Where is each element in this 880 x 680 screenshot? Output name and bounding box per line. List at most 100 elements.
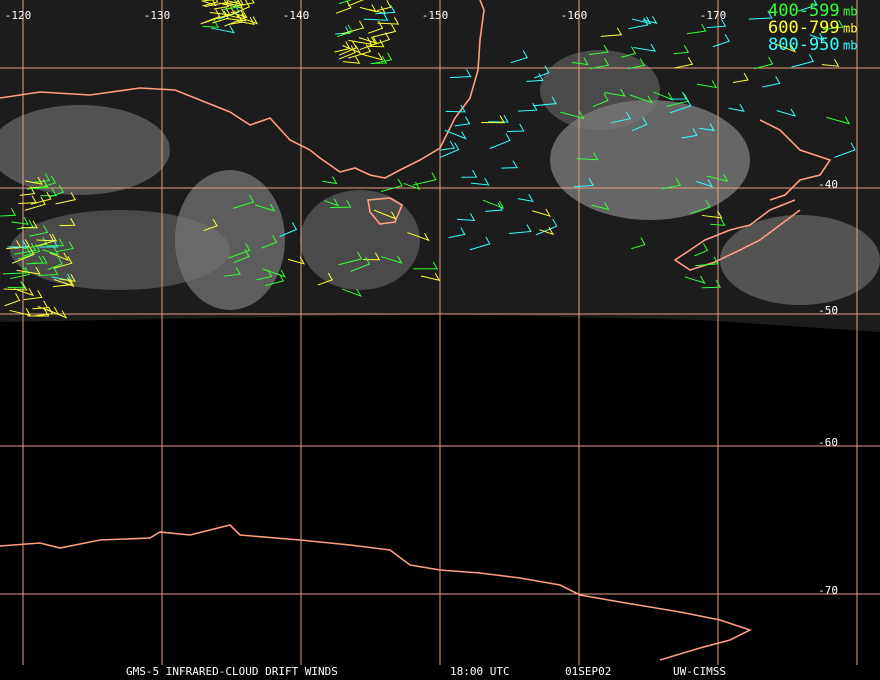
wind-barb: [39, 239, 59, 248]
wind-barb: [338, 251, 363, 266]
wind-barb: [669, 91, 688, 100]
wind-barb: [501, 160, 518, 169]
wind-barb: [381, 255, 403, 264]
wind-barbs: [0, 0, 856, 319]
wind-barb: [237, 17, 256, 25]
wind-barb: [26, 180, 49, 190]
footer: GMS-5 INFRARED-CLOUD DRIFT WINDS 18:00 UT…: [126, 665, 726, 678]
wind-barb: [482, 199, 505, 210]
wind-barb: [574, 178, 594, 188]
legend-range: 800-950: [768, 35, 840, 55]
wind-barb: [710, 218, 726, 226]
graticule: [0, 0, 880, 665]
wind-barb: [701, 280, 721, 289]
wind-barb: [359, 36, 377, 51]
wind-barb: [592, 93, 609, 108]
wind-barb: [661, 177, 681, 190]
wind-barb: [317, 272, 333, 286]
wind-barb: [341, 20, 365, 35]
wind-barb: [338, 45, 356, 60]
wind-barb: [507, 123, 525, 132]
wind-barb: [201, 0, 217, 2]
wind-barb: [632, 16, 652, 25]
wind-barb: [444, 129, 467, 140]
longitude-label: -120: [5, 9, 32, 22]
wind-barb: [673, 57, 694, 69]
wind-barb: [826, 116, 851, 125]
wind-barb: [227, 243, 251, 259]
wind-barb: [470, 177, 490, 186]
wind-barb: [55, 241, 74, 253]
wind-barb: [343, 56, 361, 64]
longitude-label: -140: [283, 9, 310, 22]
legend-range: 400-599: [768, 1, 840, 21]
wind-barb: [348, 37, 373, 45]
wind-barb: [822, 19, 844, 31]
wind-barb: [412, 172, 437, 186]
wind-barb: [335, 26, 351, 35]
australia-coast: [0, 0, 485, 179]
wind-barb: [695, 256, 719, 267]
wind-barb: [53, 278, 75, 287]
wind-barb: [363, 252, 381, 261]
wind-barb: [753, 56, 774, 70]
wind-barb: [375, 5, 396, 15]
wind-barb: [213, 0, 229, 10]
wind-barb: [42, 247, 60, 256]
wind-barb: [30, 191, 52, 205]
wind-barb: [209, 7, 231, 16]
wind-barb: [539, 227, 554, 236]
wind-barb: [728, 103, 745, 112]
wind-barb: [376, 0, 392, 12]
wind-barb: [322, 176, 338, 185]
wind-barb: [696, 80, 718, 89]
wind-barb: [342, 288, 362, 298]
wind-barb: [14, 243, 37, 255]
wind-barb: [335, 0, 352, 14]
wind-barb: [775, 43, 797, 53]
wind-barb: [24, 196, 46, 211]
wind-barb: [461, 169, 478, 178]
wind-barb: [212, 10, 229, 24]
wind-barb: [373, 209, 397, 220]
wind-barb: [202, 20, 220, 28]
wind-barb: [323, 198, 340, 207]
wind-barb: [202, 8, 227, 24]
wind-barb: [23, 290, 43, 301]
wind-barb: [653, 91, 674, 101]
wind-barb: [55, 192, 76, 205]
footer-text: GMS-5 INFRARED-CLOUD DRIFT WINDS: [126, 665, 338, 678]
wind-barb: [10, 267, 31, 280]
wind-barb: [642, 15, 658, 24]
wind-barb: [338, 40, 358, 56]
wind-barb: [29, 225, 49, 237]
legend-unit: mb: [843, 39, 857, 53]
wind-barb: [377, 16, 400, 25]
wind-barb: [368, 39, 385, 48]
wind-barb: [526, 73, 544, 82]
wind-barb: [23, 236, 48, 250]
wind-barb: [36, 233, 58, 242]
wind-barb: [681, 128, 698, 139]
wind-barb: [348, 0, 364, 7]
wind-barb: [24, 176, 43, 185]
wind-barb: [256, 269, 273, 281]
wind-barb: [621, 46, 637, 58]
longitude-label: -150: [422, 9, 449, 22]
wind-barb: [13, 287, 34, 297]
wind-barb: [684, 275, 706, 284]
footer-text: 01SEP02: [565, 665, 611, 678]
wind-barb: [439, 140, 455, 151]
wind-barb: [509, 224, 532, 234]
wind-barb: [706, 174, 729, 183]
wind-barb: [32, 255, 48, 264]
wind-barb: [59, 218, 76, 227]
wind-barb: [535, 218, 558, 236]
wind-barb: [224, 266, 241, 277]
footer-text: UW-CIMSS: [673, 665, 726, 678]
wind-barb: [59, 274, 76, 282]
latitude-label: -40: [818, 178, 838, 191]
wind-barb: [261, 234, 278, 249]
wind-barb: [232, 194, 255, 209]
wind-barb: [223, 0, 240, 5]
